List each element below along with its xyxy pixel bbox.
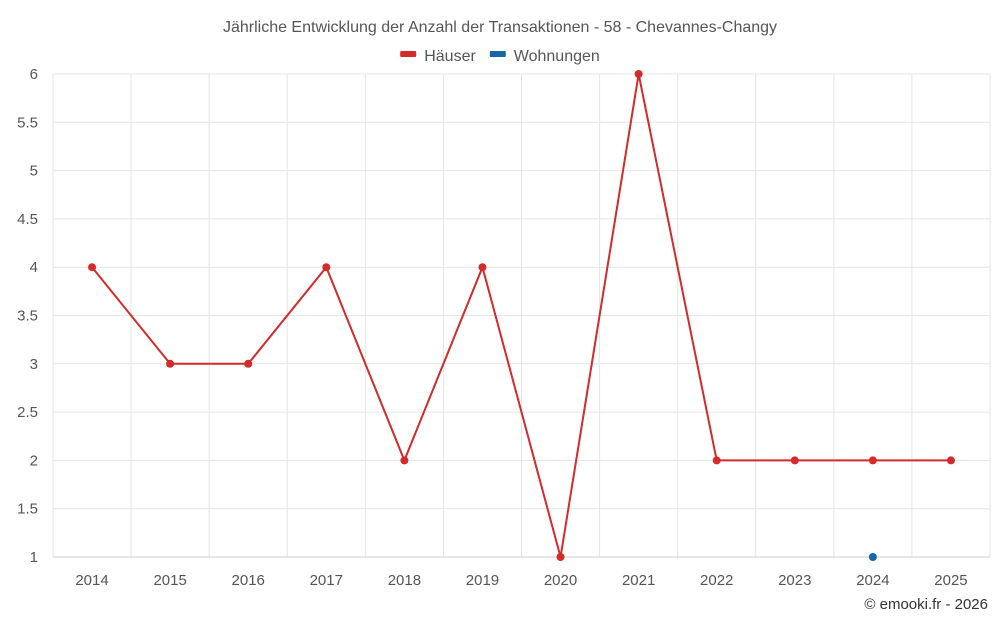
y-tick-label: 1	[30, 549, 38, 566]
legend-swatch	[489, 51, 506, 57]
x-tick-label: 2015	[153, 572, 186, 589]
data-point	[166, 359, 175, 368]
data-point	[868, 456, 877, 465]
legend-label: Wohnungen	[514, 48, 600, 65]
x-tick-label: 2024	[856, 572, 889, 589]
series-layer	[88, 70, 955, 561]
legend-label: Häuser	[424, 48, 476, 65]
data-point	[712, 456, 721, 465]
legend-item[interactable]: Häuser	[400, 48, 476, 65]
legend-item[interactable]: Wohnungen	[489, 48, 600, 65]
legend-swatch	[400, 51, 417, 57]
y-tick-label: 4.5	[17, 211, 38, 228]
x-tick-label: 2023	[778, 572, 811, 589]
x-tick-label: 2025	[934, 572, 967, 589]
data-point	[868, 553, 877, 561]
series-line	[91, 73, 951, 558]
y-axis-ticks: 1 1.5 2 2.5 3 3.5 4 4.5 5 5.5 6	[17, 66, 38, 566]
y-tick-label: 6	[30, 66, 38, 83]
x-tick-label: 2021	[622, 572, 655, 589]
x-axis-ticks: 2014 2015 2016 2017 2018 2019 2020 2021 2022 2023…	[75, 572, 967, 589]
y-tick-label: 2.5	[17, 404, 38, 421]
x-tick-label: 2022	[700, 572, 733, 589]
x-tick-label: 2019	[466, 572, 499, 589]
data-point	[322, 263, 331, 272]
data-point	[790, 456, 799, 465]
y-tick-label: 3	[30, 356, 38, 373]
series-1	[868, 553, 877, 561]
x-tick-label: 2014	[75, 572, 108, 589]
legend: Häuser Wohnungen	[400, 48, 600, 65]
y-tick-label: 1.5	[17, 501, 38, 518]
y-tick-label: 5	[30, 163, 38, 180]
series-0	[88, 70, 955, 561]
y-tick-label: 2	[30, 452, 38, 469]
y-tick-label: 3.5	[17, 308, 38, 325]
x-tick-label: 2020	[544, 572, 577, 589]
data-point	[556, 553, 565, 561]
data-point	[478, 263, 487, 272]
data-point	[946, 456, 955, 465]
credit-text: © emooki.fr - 2026	[864, 596, 988, 613]
y-tick-label: 5.5	[17, 114, 38, 131]
x-tick-label: 2017	[310, 572, 343, 589]
data-point	[400, 456, 409, 465]
grid	[52, 73, 991, 558]
x-tick-label: 2016	[232, 572, 265, 589]
data-point	[88, 263, 97, 272]
chart-title: Jährliche Entwicklung der Anzahl der Tra…	[223, 19, 777, 36]
data-point	[244, 359, 253, 368]
y-tick-label: 4	[30, 259, 38, 276]
x-tick-label: 2018	[388, 572, 421, 589]
data-point	[634, 70, 643, 78]
